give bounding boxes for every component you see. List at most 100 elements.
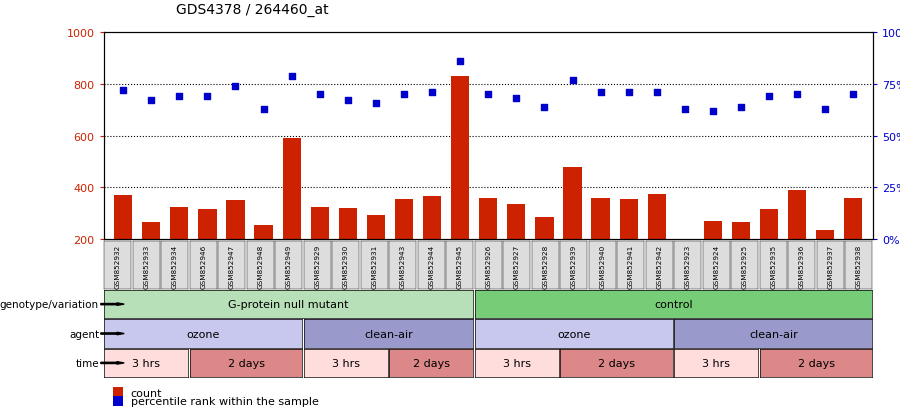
Point [650, 90, 664, 96]
Bar [508, 205, 526, 240]
Bar [114, 196, 132, 240]
Text: 2 days: 2 days [797, 358, 834, 368]
Text: 2 days: 2 days [228, 358, 265, 368]
Point [482, 92, 496, 98]
Bar [198, 210, 217, 240]
Text: GSM852925: GSM852925 [742, 244, 748, 288]
Text: GSM852929: GSM852929 [314, 244, 320, 288]
Bar [844, 198, 862, 240]
Text: clean-air: clean-air [749, 329, 797, 339]
Text: 3 hrs: 3 hrs [702, 358, 730, 368]
Text: ozone: ozone [557, 329, 590, 339]
Text: GSM852933: GSM852933 [143, 244, 149, 288]
Text: GSM852936: GSM852936 [798, 244, 805, 288]
Point [340, 98, 355, 104]
Point [144, 98, 158, 104]
Bar [479, 198, 498, 240]
Text: GSM852927: GSM852927 [514, 244, 520, 288]
Point [818, 106, 832, 113]
Point [678, 106, 692, 113]
Text: GSM852946: GSM852946 [200, 244, 206, 288]
Text: ozone: ozone [186, 329, 220, 339]
Point [116, 88, 130, 94]
Text: count: count [130, 388, 162, 398]
Bar [591, 198, 609, 240]
Point [425, 90, 439, 96]
Point [762, 94, 777, 100]
Bar [423, 197, 441, 240]
Bar [536, 218, 554, 240]
Text: GSM852943: GSM852943 [400, 244, 406, 288]
Bar [367, 215, 385, 240]
Bar [255, 225, 273, 240]
Bar [704, 221, 722, 240]
Point [284, 73, 299, 80]
Text: GSM852945: GSM852945 [456, 244, 463, 288]
Text: GSM852942: GSM852942 [656, 244, 662, 288]
Text: GDS4378 / 264460_at: GDS4378 / 264460_at [176, 2, 328, 17]
Text: GSM852928: GSM852928 [542, 244, 548, 288]
Point [537, 104, 552, 111]
Bar [676, 240, 694, 241]
Text: GSM852944: GSM852944 [428, 244, 434, 288]
Text: GSM852948: GSM852948 [257, 244, 263, 288]
Bar [563, 167, 581, 240]
Point [200, 94, 214, 100]
Text: G-protein null mutant: G-protein null mutant [229, 299, 349, 309]
Bar [760, 210, 778, 240]
Text: GSM852923: GSM852923 [685, 244, 691, 288]
Bar [395, 199, 413, 240]
Point [453, 59, 467, 65]
Text: GSM852930: GSM852930 [343, 244, 349, 288]
Bar [451, 77, 469, 240]
Bar [283, 139, 301, 240]
Bar [816, 230, 834, 240]
Point [565, 77, 580, 84]
Text: GSM852932: GSM852932 [115, 244, 121, 288]
Text: 3 hrs: 3 hrs [503, 358, 531, 368]
Bar [227, 201, 245, 240]
Point [229, 83, 243, 90]
Bar [619, 199, 638, 240]
Text: time: time [76, 358, 99, 368]
Point [256, 106, 271, 113]
Text: 3 hrs: 3 hrs [132, 358, 160, 368]
Bar [788, 190, 806, 240]
Text: GSM852949: GSM852949 [286, 244, 292, 288]
Point [397, 92, 411, 98]
Text: percentile rank within the sample: percentile rank within the sample [130, 396, 319, 406]
Bar [142, 223, 160, 240]
Point [172, 94, 186, 100]
Text: GSM852939: GSM852939 [571, 244, 577, 288]
Bar [170, 207, 188, 240]
Point [622, 90, 636, 96]
Text: 2 days: 2 days [598, 358, 635, 368]
Text: GSM852924: GSM852924 [713, 244, 719, 288]
Point [790, 92, 805, 98]
Text: 3 hrs: 3 hrs [332, 358, 360, 368]
Text: 2 days: 2 days [413, 358, 450, 368]
Point [734, 104, 748, 111]
Point [509, 96, 524, 102]
Text: GSM852947: GSM852947 [229, 244, 235, 288]
Bar [732, 223, 750, 240]
Text: agent: agent [69, 329, 99, 339]
Bar [648, 195, 666, 240]
Text: control: control [654, 299, 693, 309]
Point [593, 90, 608, 96]
Text: GSM852926: GSM852926 [485, 244, 491, 288]
Bar [310, 207, 328, 240]
Point [706, 108, 720, 115]
Text: genotype/variation: genotype/variation [0, 299, 99, 309]
Text: GSM852941: GSM852941 [628, 244, 634, 288]
Text: clean-air: clean-air [364, 329, 413, 339]
Point [846, 92, 860, 98]
Bar [338, 209, 357, 240]
Text: GSM852934: GSM852934 [172, 244, 178, 288]
Text: GSM852931: GSM852931 [371, 244, 377, 288]
Point [312, 92, 327, 98]
Text: GSM852935: GSM852935 [770, 244, 776, 288]
Text: GSM852940: GSM852940 [599, 244, 605, 288]
Point [369, 100, 383, 107]
Text: GSM852937: GSM852937 [827, 244, 833, 288]
